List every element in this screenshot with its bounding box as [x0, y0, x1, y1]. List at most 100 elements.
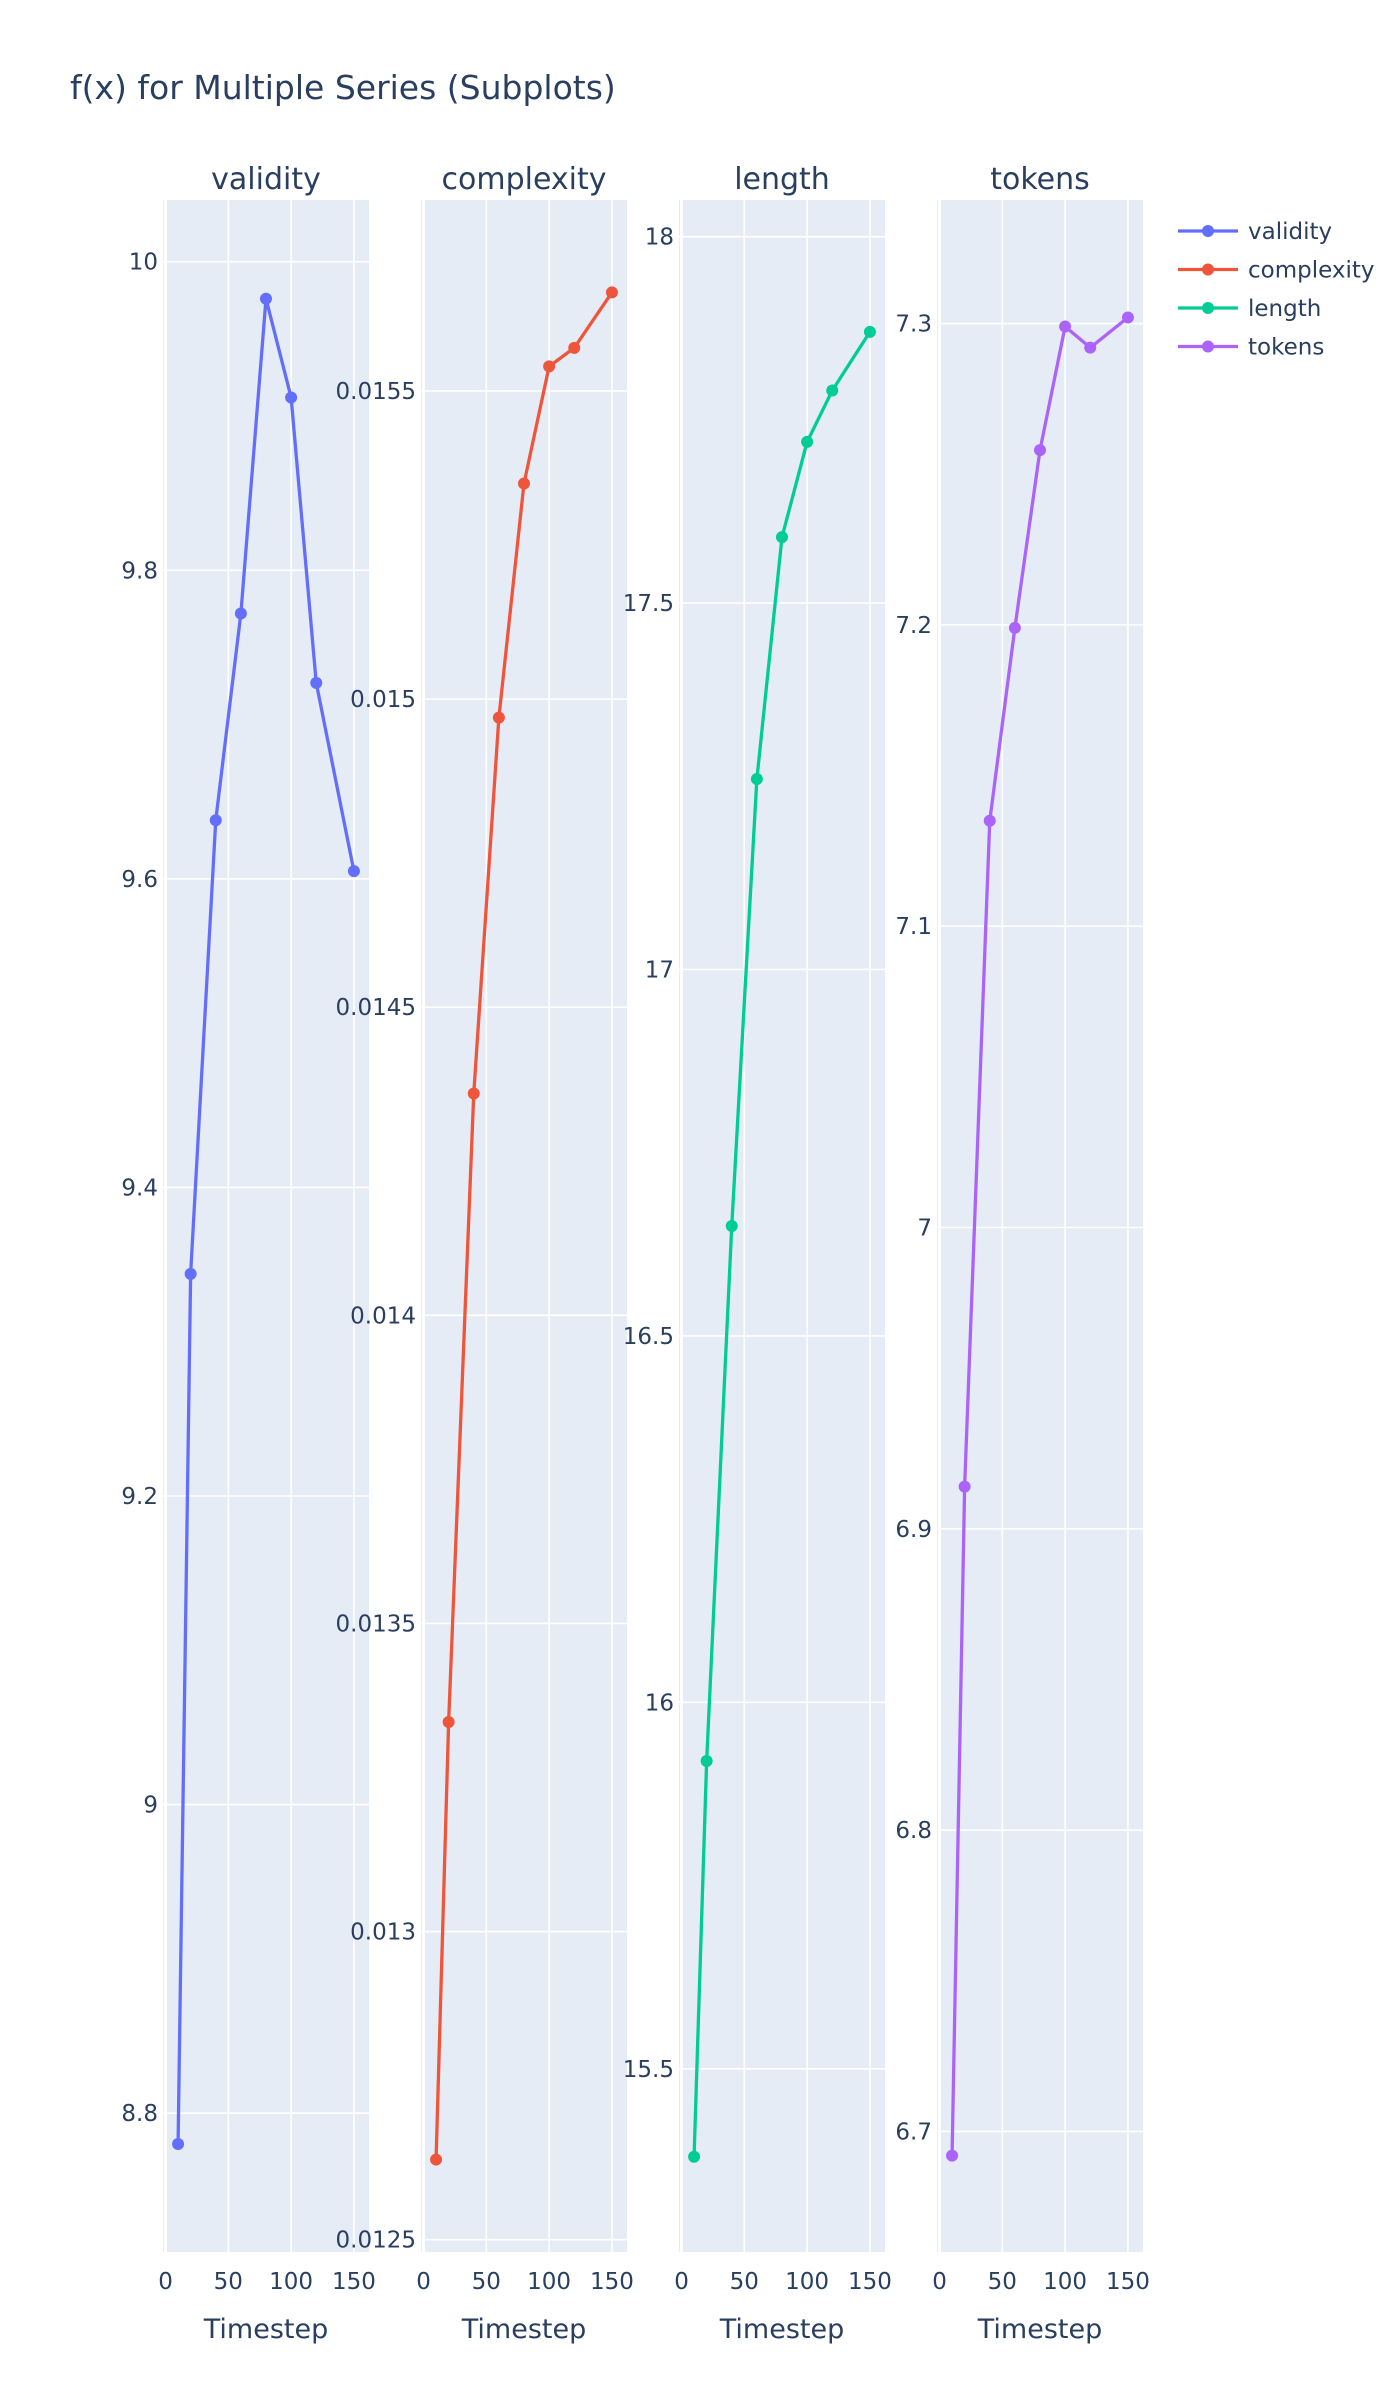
y-tick-label: 9.2 [121, 1484, 158, 1510]
legend-item-complexity[interactable]: complexity [1178, 258, 1375, 284]
data-point [568, 341, 581, 354]
plot-area [163, 200, 369, 2252]
y-tick-label: 0.014 [350, 1303, 416, 1329]
y-tick-label: 7 [917, 1216, 932, 1242]
data-point [700, 1754, 713, 1767]
data-point [1059, 320, 1072, 333]
y-tick-label: 0.0125 [336, 2228, 416, 2254]
y-tick-label: 0.0145 [336, 995, 416, 1021]
data-point [1121, 311, 1134, 324]
y-tick-label: 16.5 [623, 1324, 674, 1350]
legend-label: complexity [1248, 258, 1375, 284]
legend-marker [1202, 263, 1214, 276]
y-tick-label: 7.3 [895, 312, 932, 338]
data-point [1008, 621, 1021, 634]
y-tick-label: 6.7 [895, 2119, 932, 2145]
data-point [234, 607, 247, 620]
chart-title: f(x) for Multiple Series (Subplots) [70, 68, 616, 107]
x-tick-label: 0 [674, 2269, 689, 2295]
data-point [209, 814, 222, 827]
data-point [260, 292, 272, 305]
subplot-complexity: 0.0125 0.013 0.0135 0.014 0.0145 0.015 0.0155 0… [336, 162, 634, 2345]
data-point [543, 360, 556, 373]
legend-item-length[interactable]: length [1178, 296, 1321, 322]
data-point [184, 1267, 197, 1280]
x-tick-label: 150 [1106, 2269, 1150, 2295]
data-point [492, 711, 505, 724]
x-tick-label: 150 [848, 2269, 892, 2295]
data-point [725, 1220, 738, 1232]
x-tick-label: 0 [158, 2269, 173, 2295]
data-point [347, 865, 360, 878]
plot-area [421, 200, 627, 2252]
subplot-title: tokens [990, 162, 1090, 197]
y-tick-label: 10 [129, 250, 158, 276]
y-tick-label: 17 [645, 958, 674, 984]
legend-label: length [1248, 296, 1321, 322]
x-tick-label: 50 [214, 2269, 243, 2295]
plot-area [679, 200, 885, 2252]
series-line-length [692, 331, 872, 2157]
y-tick-label: 0.0155 [336, 379, 416, 405]
subplot-title: complexity [442, 162, 607, 197]
y-tick-label: 0.0135 [336, 1611, 416, 1637]
x-tick-label: 0 [932, 2269, 947, 2295]
y-tick-label: 9.8 [121, 558, 158, 584]
legend-marker [1202, 340, 1214, 353]
y-tick-label: 17.5 [623, 591, 674, 617]
subplot-length: 15.5 16 16.5 17 17.5 18 0 50 100 150 length Timeste… [623, 162, 892, 2345]
x-tick-label: 100 [527, 2269, 571, 2295]
plot-area [937, 200, 1143, 2252]
x-tick-label: 50 [988, 2269, 1017, 2295]
y-tick-label: 0.015 [350, 687, 416, 713]
x-tick-label: 150 [332, 2269, 376, 2295]
legend-marker [1202, 302, 1214, 314]
legend-label: validity [1248, 219, 1332, 245]
x-tick-label: 100 [785, 2269, 829, 2295]
legend[interactable]: validity complexity length tokens [1178, 219, 1375, 361]
y-tick-label: 16 [645, 1690, 674, 1716]
data-point [518, 477, 530, 490]
y-tick-label: 15.5 [623, 2057, 674, 2083]
x-axis-title: Timestep [977, 2314, 1102, 2345]
data-point [863, 325, 876, 338]
y-tick-label: 8.8 [121, 2101, 158, 2127]
x-tick-label: 50 [472, 2269, 501, 2295]
data-point [688, 2150, 701, 2163]
legend-item-validity[interactable]: validity [1178, 219, 1332, 245]
data-point [430, 2153, 443, 2166]
subplot-title: length [734, 162, 830, 197]
y-tick-label: 7.2 [895, 613, 932, 639]
data-point [285, 391, 298, 404]
data-point [801, 435, 814, 448]
subplot-title: validity [211, 162, 321, 197]
legend-item-tokens[interactable]: tokens [1178, 335, 1324, 361]
x-tick-label: 100 [1043, 2269, 1087, 2295]
data-point [442, 1716, 455, 1729]
legend-marker [1202, 225, 1214, 237]
y-tick-label: 9.6 [121, 867, 158, 893]
data-point [776, 531, 788, 544]
x-tick-label: 0 [416, 2269, 431, 2295]
x-axis-title: Timestep [719, 2314, 844, 2345]
x-tick-label: 150 [590, 2269, 634, 2295]
data-point [172, 2138, 185, 2150]
data-point [605, 286, 618, 299]
y-tick-label: 18 [645, 225, 674, 251]
y-tick-label: 6.8 [895, 1818, 932, 1844]
y-tick-label: 6.9 [895, 1517, 932, 1543]
series-line-validity [176, 297, 356, 2145]
data-point [958, 1480, 971, 1493]
data-point [310, 676, 323, 689]
x-tick-label: 100 [269, 2269, 313, 2295]
y-tick-label: 9.4 [121, 1175, 158, 1201]
legend-label: tokens [1248, 335, 1324, 361]
y-tick-label: 9 [143, 1793, 158, 1819]
data-point [1084, 341, 1097, 354]
data-point [750, 772, 763, 785]
x-axis-title: Timestep [203, 2314, 328, 2345]
x-tick-label: 50 [730, 2269, 759, 2295]
